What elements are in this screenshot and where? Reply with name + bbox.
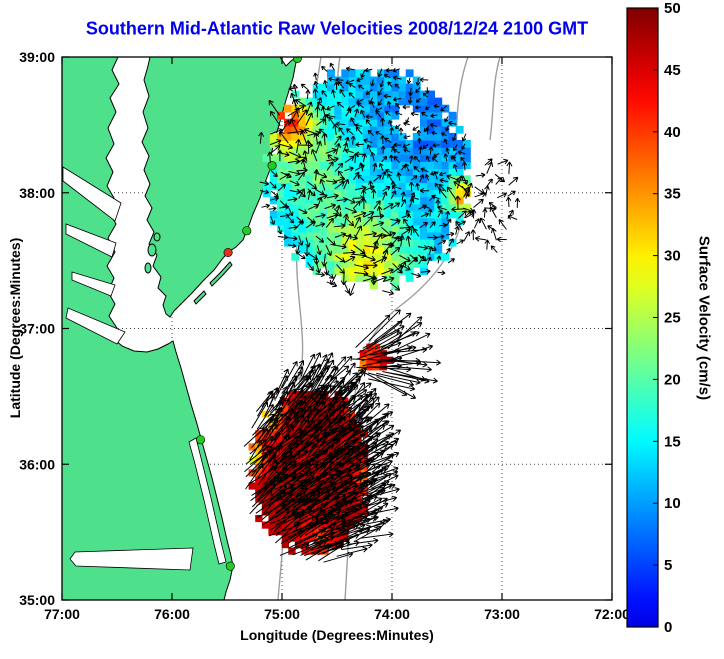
- axis-tick-labels: 77:00 76:00 75:00 74:00 73:00 72:00 35:00 36:00…: [19, 49, 630, 622]
- plot-title: Southern Mid-Atlantic Raw Velocities 200…: [85, 18, 589, 39]
- colorbar-tick-label: 5: [664, 557, 672, 574]
- colorbar: 0 5 10 15 20 25 30 35 40 45 50: [626, 0, 681, 636]
- x-tick-label: 77:00: [44, 606, 80, 622]
- land-layer: [62, 57, 298, 600]
- colorbar-tick-label: 10: [664, 495, 681, 512]
- colorbar-tick-label: 20: [664, 371, 681, 388]
- y-axis-label: Latitude (Degrees:Minutes): [7, 237, 23, 419]
- x-tick-label: 73:00: [484, 606, 520, 622]
- x-tick-label: 72:00: [594, 606, 630, 622]
- radar-station-marker: [267, 161, 277, 171]
- colorbar-gradient: [627, 8, 658, 627]
- y-tick-label: 38:00: [19, 185, 55, 201]
- radar-station-marker: [223, 248, 233, 258]
- colorbar-label: Surface Velocity (cm/s): [695, 235, 713, 401]
- radar-station-marker: [292, 57, 302, 63]
- y-tick-label: 39:00: [19, 49, 55, 65]
- colorbar-tick-label: 35: [664, 186, 681, 203]
- velocity-cells-layer: [248, 69, 471, 555]
- colorbar-tick-label: 25: [664, 310, 681, 327]
- colorbar-tick-label: 0: [664, 619, 672, 636]
- x-tick-label: 75:00: [264, 606, 300, 622]
- y-tick-label: 37:00: [19, 321, 55, 337]
- x-tick-label: 74:00: [374, 606, 410, 622]
- plot-area: [62, 57, 612, 600]
- y-tick-label: 36:00: [19, 456, 55, 472]
- colorbar-tick-label: 30: [664, 248, 681, 265]
- plot-frame: [61, 56, 613, 601]
- velocity-arrows-layer: [243, 62, 521, 563]
- x-axis-label: Longitude (Degrees:Minutes): [240, 627, 434, 643]
- radar-station-marker: [196, 435, 206, 445]
- y-tick-label: 35:00: [19, 592, 55, 608]
- radar-station-marker: [225, 561, 235, 571]
- colorbar-tick-label: 40: [664, 124, 681, 141]
- colorbar-tick-label: 15: [664, 433, 681, 450]
- colorbar-tick-label: 45: [664, 62, 681, 79]
- radar-station-marker: [242, 226, 252, 236]
- colorbar-tick-label: 50: [664, 0, 681, 17]
- station-markers: [196, 57, 302, 571]
- x-tick-label: 76:00: [154, 606, 190, 622]
